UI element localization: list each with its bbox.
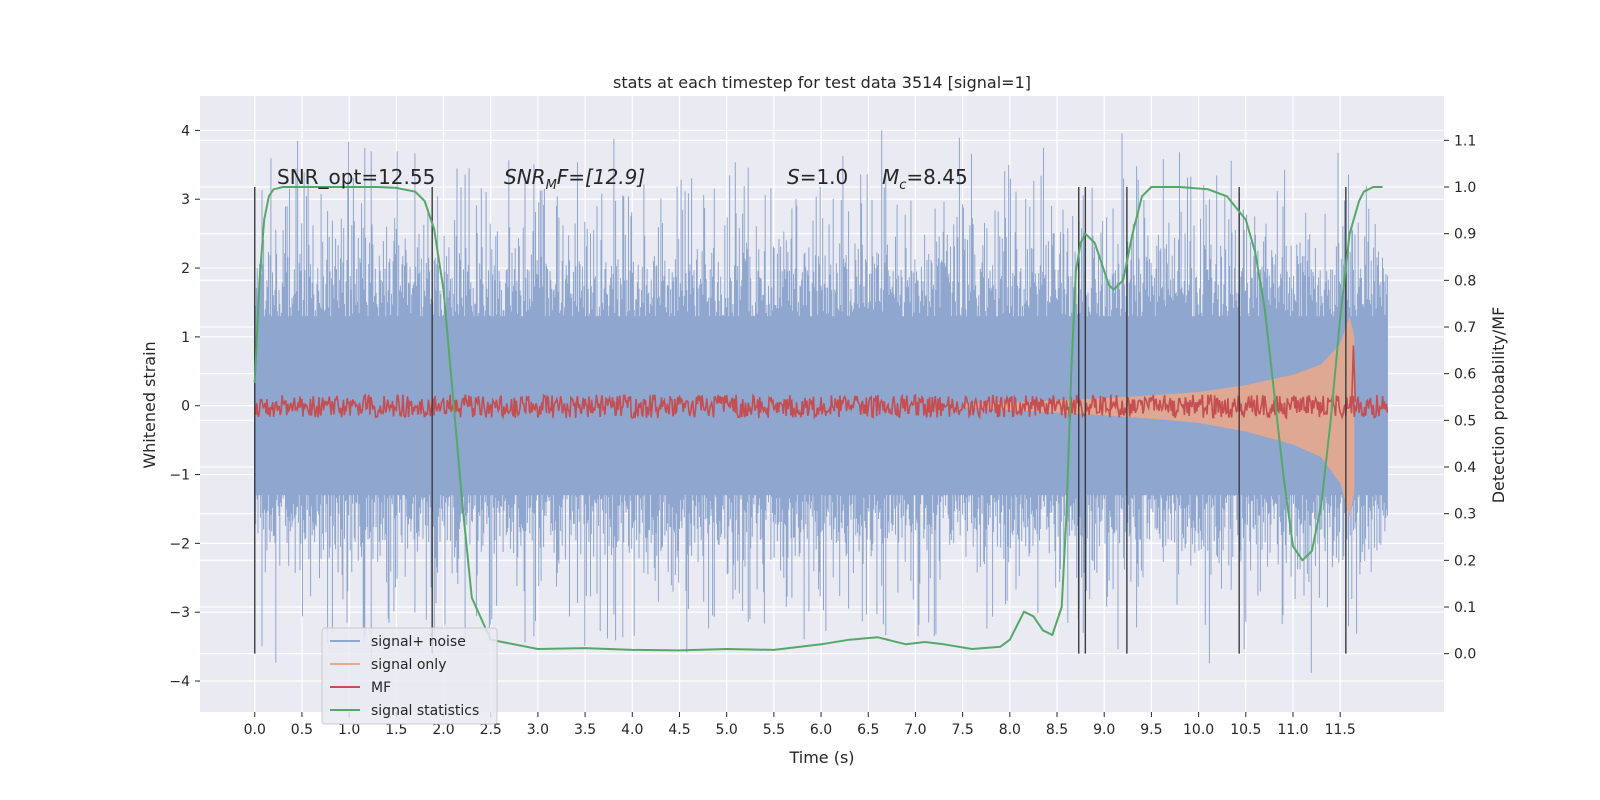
y2-tick-label: 0.6 (1454, 367, 1476, 383)
series-signal-statistics (253, 186, 1383, 652)
y-tick-label: −2 (169, 536, 190, 552)
x-axis-ticks: 0.0 0.5 1.0 1.5 2.0 2.5 3.0 3.5 4.0 4.5 5.0 5.5 6.0 6… (244, 712, 1356, 738)
x-tick-label: 11.5 (1325, 722, 1356, 738)
x-tick-label: 0.0 (244, 722, 266, 738)
y2-tick-label: 0.8 (1454, 273, 1476, 289)
vertical-marker-lines (254, 187, 1347, 654)
legend-label-signal-statistics: signal statistics (371, 703, 479, 719)
annotation-mc-sub: c (899, 178, 906, 193)
x-tick-label: 3.5 (574, 722, 596, 738)
y-axis-label: Whitened strain (140, 341, 159, 468)
x-tick-label: 7.5 (952, 722, 974, 738)
y-tick-label: −3 (169, 605, 190, 621)
x-tick-label: 10.0 (1183, 722, 1214, 738)
mf-line (253, 392, 1389, 421)
y2-tick-label: 0.9 (1454, 227, 1476, 243)
x-tick-label: 6.0 (810, 722, 832, 738)
annotation-snr-opt: SNR_opt=12.55 (277, 165, 435, 189)
annotation-snr-mf-base: SNR (504, 165, 546, 189)
x-tick-label: 6.5 (857, 722, 879, 738)
x-tick-label: 9.5 (1140, 722, 1162, 738)
legend-label-signal-only: signal only (371, 657, 446, 673)
y-tick-label: 1 (181, 330, 190, 346)
signal-only-envelope (962, 316, 1355, 518)
y2-tick-label: 0.1 (1454, 600, 1476, 616)
signal-statistics-line (253, 186, 1383, 652)
x-tick-label: 4.0 (621, 722, 643, 738)
annotation-snr-mf-sub: M (546, 178, 557, 193)
y-axis-ticks: −4 −3 −2 −1 0 1 2 3 4 (169, 123, 200, 690)
x-tick-label: 5.0 (716, 722, 738, 738)
x-tick-label: 0.5 (291, 722, 313, 738)
y2-axis-ticks: 0.0 0.1 0.2 0.3 0.4 0.5 0.6 0.7 0.8 0.9 1.0 1.1 (1444, 133, 1476, 663)
y2-axis-label: Detection probability/MF (1489, 307, 1508, 504)
y-tick-label: 4 (181, 123, 190, 139)
x-tick-label: 1.0 (338, 722, 360, 738)
y-tick-label: −1 (169, 468, 190, 484)
x-axis-label: Time (s) (788, 748, 854, 767)
y2-tick-label: 1.1 (1454, 133, 1476, 149)
x-tick-label: 4.5 (668, 722, 690, 738)
x-tick-label: 1.5 (385, 722, 407, 738)
annotation-s-symbol: S (787, 165, 800, 189)
mf-peak (1350, 345, 1357, 412)
x-tick-label: 5.5 (763, 722, 785, 738)
y2-tick-label: 0.2 (1454, 553, 1476, 569)
chart-legend: signal+ noise signal only MF signal stat… (321, 627, 498, 725)
chart-title: stats at each timestep for test data 351… (613, 73, 1031, 92)
x-tick-label: 2.0 (432, 722, 454, 738)
x-tick-label: 7.0 (904, 722, 926, 738)
y2-tick-label: 0.3 (1454, 507, 1476, 523)
annotation-snr-mf-f: F=[12.9] (557, 165, 645, 189)
legend-label-signal-plus-noise: signal+ noise (371, 634, 466, 650)
x-tick-label: 8.5 (1046, 722, 1068, 738)
annotation-s-value: =1.0 (800, 165, 849, 189)
series-signal-only (962, 316, 1355, 518)
x-tick-label: 2.5 (480, 722, 502, 738)
x-tick-label: 8.0 (999, 722, 1021, 738)
y2-tick-label: 1.0 (1454, 180, 1476, 196)
annotation-s: S=1.0 (787, 165, 848, 189)
legend-label-mf: MF (371, 680, 391, 696)
x-tick-label: 3.0 (527, 722, 549, 738)
x-tick-label: 9.0 (1093, 722, 1115, 738)
y-tick-label: −4 (169, 674, 190, 690)
x-tick-label: 10.5 (1230, 722, 1261, 738)
legend-box (321, 627, 498, 725)
annotation-mc: Mc=8.45 (882, 165, 968, 193)
y2-tick-label: 0.4 (1454, 460, 1476, 476)
y2-tick-label: 0.7 (1454, 320, 1476, 336)
y-tick-label: 3 (181, 192, 190, 208)
y-tick-label: 2 (181, 261, 190, 277)
y-tick-label: 0 (181, 399, 190, 415)
x-tick-label: 11.0 (1277, 722, 1308, 738)
annotation-mc-value: =8.45 (906, 165, 967, 189)
y2-tick-label: 0.5 (1454, 413, 1476, 429)
annotation-mc-symbol: M (882, 165, 899, 189)
annotation-snr-mf: SNRMF=[12.9] (504, 165, 645, 193)
y2-tick-label: 0.0 (1454, 647, 1476, 663)
series-mf (253, 345, 1389, 421)
